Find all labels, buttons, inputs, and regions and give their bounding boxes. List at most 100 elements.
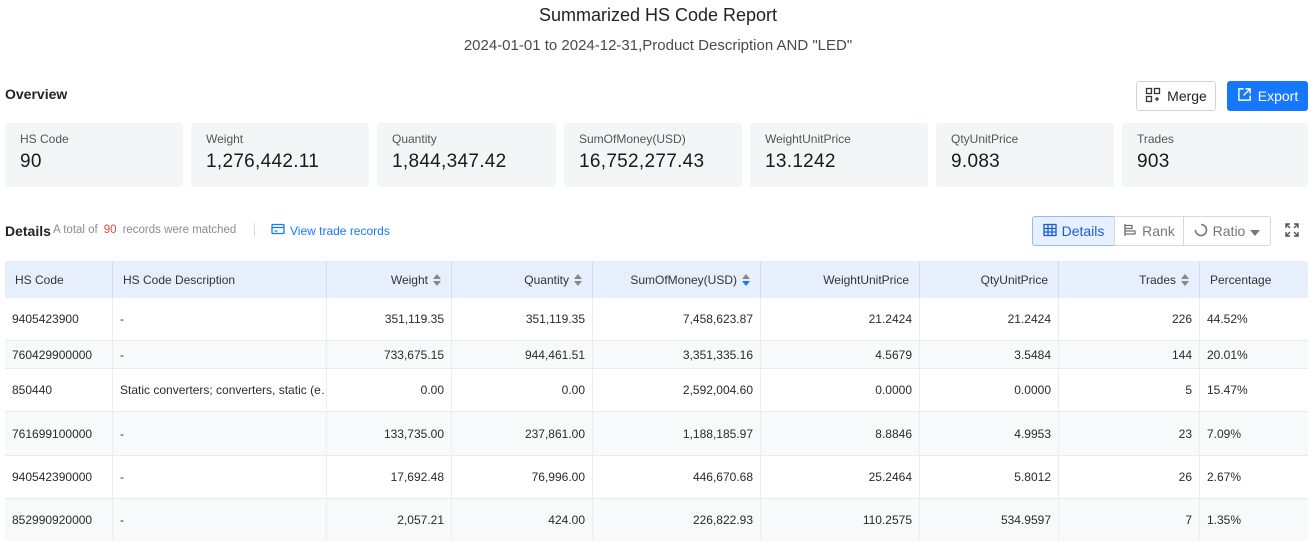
cell-weight-unit-price: 110.2575: [761, 499, 920, 541]
merge-label: Merge: [1167, 88, 1207, 104]
stat-label: Weight: [206, 132, 244, 146]
stat-card-weight: Weight 1,276,442.11: [191, 123, 369, 187]
view-records-label: View trade records: [290, 223, 390, 238]
cell-trades: 7: [1059, 499, 1200, 541]
cell-weight: 2,057.21: [327, 499, 452, 541]
table-row[interactable]: 761699100000 - 133,735.00 237,861.00 1,1…: [5, 412, 1308, 456]
stat-value: 903: [1137, 151, 1170, 172]
cell-sum-of-money: 1,188,185.97: [593, 412, 761, 455]
ring-icon: [1194, 223, 1208, 240]
cell-weight: 133,735.00: [327, 412, 452, 455]
col-header-hs-code: HS Code: [5, 261, 113, 298]
col-label: Percentage: [1210, 272, 1272, 287]
stat-label: Quantity: [392, 132, 437, 146]
stat-value: 1,844,347.42: [392, 151, 507, 172]
expand-icon: [1284, 223, 1300, 242]
view-tab-ratio-label: Ratio: [1212, 223, 1246, 239]
cell-hs-code: 760429900000: [5, 341, 113, 368]
expand-button[interactable]: [1284, 222, 1300, 243]
stat-card-qty-unit-price: QtyUnitPrice 9.083: [936, 123, 1114, 187]
cell-description: Static converters; converters, static (e…: [113, 369, 327, 411]
cell-weight: 351,119.35: [327, 298, 452, 340]
view-tab-rank[interactable]: Rank: [1114, 216, 1184, 246]
view-tab-rank-label: Rank: [1142, 223, 1175, 239]
cell-hs-code: 940542390000: [5, 456, 113, 498]
table-row[interactable]: 852990920000 - 2,057.21 424.00 226,822.9…: [5, 499, 1308, 541]
cell-sum-of-money: 226,822.93: [593, 499, 761, 541]
stat-label: WeightUnitPrice: [765, 132, 851, 146]
col-header-percentage: Percentage: [1200, 261, 1308, 298]
col-label: Weight: [390, 272, 428, 287]
table-row[interactable]: 760429900000 - 733,675.15 944,461.51 3,3…: [5, 341, 1308, 369]
cell-percentage: 2.67%: [1207, 470, 1242, 484]
col-label: WeightUnitPrice: [823, 272, 909, 287]
stat-value: 9.083: [951, 151, 1001, 172]
col-label: Trades: [1139, 272, 1176, 287]
col-label: HS Code Description: [123, 272, 236, 287]
stat-value: 16,752,277.43: [579, 151, 705, 172]
sort-icon[interactable]: [1181, 273, 1189, 286]
col-header-weight-unit-price: WeightUnitPrice: [761, 261, 920, 298]
col-header-sum-of-money[interactable]: SumOfMoney(USD): [593, 261, 761, 298]
cell-sum-of-money: 3,351,335.16: [593, 341, 761, 368]
cell-weight: 733,675.15: [327, 341, 452, 368]
cell-percentage: 1.35%: [1207, 513, 1242, 527]
cell-percentage: 15.47%: [1207, 383, 1248, 397]
report-subtitle: 2024-01-01 to 2024-12-31,Product Descrip…: [463, 37, 853, 54]
merge-icon: [1145, 87, 1161, 106]
cell-quantity: 351,119.35: [452, 298, 593, 340]
table-row[interactable]: 850440 Static converters; converters, st…: [5, 369, 1308, 412]
table-row[interactable]: 9405423900 - 351,119.35 351,119.35 7,458…: [5, 298, 1308, 341]
col-label: Quantity: [524, 272, 569, 287]
sort-icon[interactable]: [433, 273, 441, 286]
stat-value: 1,276,442.11: [206, 151, 320, 172]
cell-weight-unit-price: 21.2424: [761, 298, 920, 340]
stat-card-quantity: Quantity 1,844,347.42: [377, 123, 556, 187]
cell-trades: 144: [1059, 341, 1200, 368]
table-row[interactable]: 940542390000 - 17,692.48 76,996.00 446,6…: [5, 456, 1308, 499]
details-label: Details: [5, 223, 51, 239]
export-button[interactable]: Export: [1227, 81, 1308, 111]
stat-label: Trades: [1137, 132, 1174, 146]
col-label: SumOfMoney(USD): [630, 272, 737, 287]
table-header: HS Code HS Code Description Weight Quant…: [5, 261, 1308, 298]
cell-weight-unit-price: 4.5679: [761, 341, 920, 368]
merge-button[interactable]: Merge: [1136, 81, 1216, 111]
details-table: HS Code HS Code Description Weight Quant…: [5, 261, 1308, 541]
export-label: Export: [1257, 88, 1299, 104]
stat-card-weight-unit-price: WeightUnitPrice 13.1242: [750, 123, 928, 187]
cell-description: -: [113, 341, 327, 368]
cell-quantity: 424.00: [452, 499, 593, 541]
stat-card-sum-of-money: SumOfMoney(USD) 16,752,277.43: [564, 123, 742, 187]
details-divider: [254, 223, 255, 237]
cell-quantity: 237,861.00: [452, 412, 593, 455]
cell-trades: 5: [1059, 369, 1200, 411]
cell-trades: 23: [1059, 412, 1200, 455]
cell-hs-code: 850440: [5, 369, 113, 411]
overview-label: Overview: [5, 86, 68, 102]
view-tab-ratio[interactable]: Ratio: [1183, 216, 1271, 246]
card-icon: [271, 223, 285, 238]
cell-hs-code: 852990920000: [5, 499, 113, 541]
cell-trades: 226: [1059, 298, 1200, 340]
col-header-weight[interactable]: Weight: [327, 261, 452, 298]
bar-chart-icon: [1123, 223, 1137, 240]
export-icon: [1237, 87, 1252, 105]
cell-percentage: 20.01%: [1207, 347, 1248, 362]
sort-icon[interactable]: [742, 273, 750, 286]
cell-description: -: [113, 298, 327, 340]
table-icon: [1042, 223, 1057, 240]
stat-value: 90: [20, 151, 42, 172]
cell-trades: 26: [1059, 456, 1200, 498]
view-trade-records-link[interactable]: View trade records: [271, 223, 390, 238]
sort-icon[interactable]: [574, 273, 582, 286]
col-label: QtyUnitPrice: [980, 272, 1048, 287]
col-header-quantity[interactable]: Quantity: [452, 261, 593, 298]
view-tab-details[interactable]: Details: [1032, 216, 1115, 246]
cell-description: -: [113, 412, 327, 455]
view-tab-details-label: Details: [1061, 223, 1105, 239]
col-header-trades[interactable]: Trades: [1059, 261, 1200, 298]
cell-sum-of-money: 7,458,623.87: [593, 298, 761, 340]
cell-sum-of-money: 2,592,004.60: [593, 369, 761, 411]
cell-qty-unit-price: 5.8012: [920, 456, 1059, 498]
